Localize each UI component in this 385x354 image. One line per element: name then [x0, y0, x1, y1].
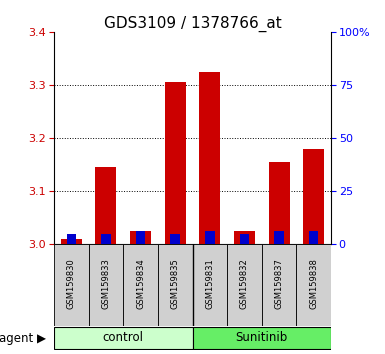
Text: GSM159831: GSM159831	[205, 258, 214, 309]
Text: GSM159835: GSM159835	[171, 258, 180, 309]
Bar	[234, 231, 255, 244]
Bar	[136, 231, 145, 244]
Text: GSM159830: GSM159830	[67, 258, 76, 309]
Bar	[165, 82, 186, 244]
Text: Sunitinib: Sunitinib	[236, 331, 288, 344]
Bar	[240, 234, 249, 244]
Bar	[54, 327, 192, 349]
Bar	[67, 234, 76, 244]
Bar	[205, 231, 214, 244]
Bar	[262, 244, 296, 326]
Bar	[269, 162, 290, 244]
Text: GDS3109 / 1378766_at: GDS3109 / 1378766_at	[104, 16, 281, 32]
Text: control: control	[103, 331, 144, 344]
Text: GSM159834: GSM159834	[136, 258, 145, 309]
Bar	[227, 244, 262, 326]
Bar	[171, 234, 180, 244]
Bar	[89, 244, 123, 326]
Bar	[61, 239, 82, 244]
Bar	[54, 244, 89, 326]
Bar	[309, 231, 318, 244]
Text: GSM159832: GSM159832	[240, 258, 249, 309]
Bar	[158, 244, 192, 326]
Bar	[275, 231, 284, 244]
Text: GSM159833: GSM159833	[101, 258, 110, 309]
Text: GSM159838: GSM159838	[309, 258, 318, 309]
Bar	[123, 244, 158, 326]
Bar	[192, 327, 331, 349]
Text: agent ▶: agent ▶	[0, 332, 46, 344]
Text: GSM159837: GSM159837	[275, 258, 284, 309]
Bar	[296, 244, 331, 326]
Bar	[303, 149, 324, 244]
Bar	[95, 167, 116, 244]
Bar	[101, 234, 110, 244]
Bar	[199, 72, 220, 244]
Bar	[192, 244, 227, 326]
Bar	[130, 231, 151, 244]
